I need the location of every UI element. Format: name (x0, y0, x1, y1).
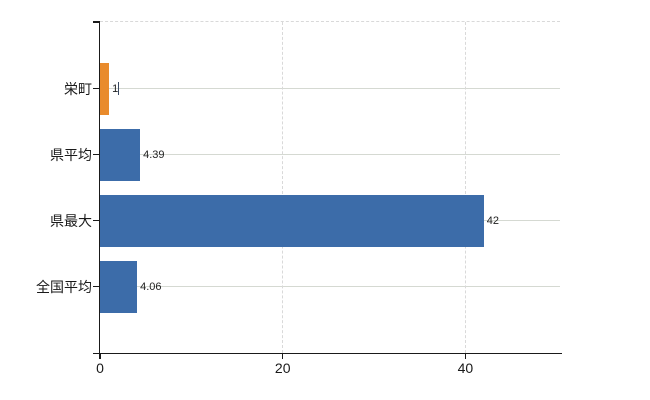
bar (100, 128, 141, 181)
bar-value-label: 1 (112, 82, 119, 95)
y-axis-top-tick (93, 21, 100, 23)
y-tick (93, 87, 100, 90)
y-tick (93, 285, 100, 288)
h-gridline (100, 286, 560, 287)
x-tick-label: 40 (457, 360, 474, 376)
x-tick (282, 354, 284, 359)
y-tick (93, 153, 100, 156)
bar (100, 260, 138, 313)
bar (100, 194, 484, 247)
category-label: 県最大 (50, 212, 92, 229)
category-label: 全国平均 (36, 278, 92, 295)
h-gridline (100, 88, 560, 89)
h-gridline (100, 154, 560, 155)
v-gridline (464, 22, 466, 353)
x-axis-line (93, 352, 562, 354)
x-tick-label: 0 (96, 360, 104, 376)
category-label: 県平均 (50, 146, 92, 163)
y-tick (93, 219, 100, 222)
text-caret-artifact (117, 82, 119, 95)
x-tick (464, 354, 467, 359)
bar-value-label: 42 (486, 214, 499, 227)
bar (100, 62, 110, 115)
bar-value-label: 4.39 (143, 148, 165, 161)
v-gridline (282, 22, 284, 353)
bar-value-label: 4.06 (140, 280, 162, 293)
x-tick (99, 354, 101, 359)
category-label: 栄町 (64, 80, 92, 97)
x-tick-label: 20 (274, 360, 291, 376)
top-gridline (100, 21, 560, 22)
y-axis-line (98, 21, 100, 354)
